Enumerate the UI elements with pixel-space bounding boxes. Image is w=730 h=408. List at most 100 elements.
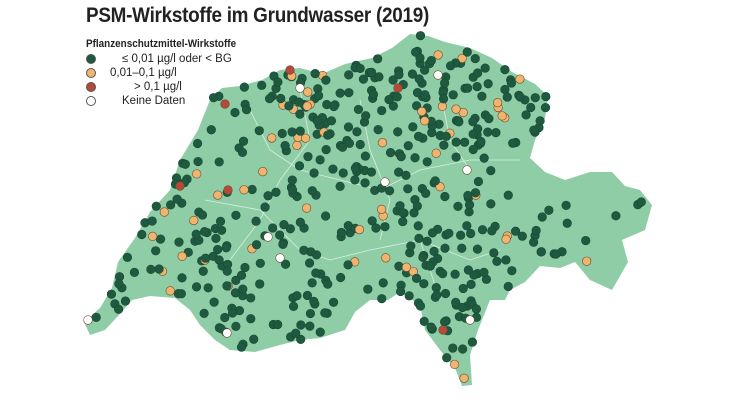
dot-low [335, 181, 345, 191]
dot-low [321, 211, 331, 221]
dot-low [503, 190, 513, 200]
dot-low [214, 157, 224, 167]
dot-low [457, 302, 468, 313]
dot-medium [189, 215, 199, 226]
dot-low [530, 93, 540, 103]
dot-low [414, 74, 424, 84]
dot-low [467, 337, 478, 347]
dot-low [329, 101, 339, 112]
dot-low [255, 258, 265, 268]
dot-medium [420, 116, 430, 126]
dot-low [305, 308, 316, 319]
dot-low [472, 244, 483, 254]
dot-no-data [295, 83, 305, 93]
dot-medium [497, 111, 507, 121]
dot-low [477, 91, 487, 101]
dot-low [288, 301, 299, 311]
dot-low [120, 296, 131, 306]
dot-low [500, 65, 510, 75]
dot-low [451, 152, 461, 162]
dot-low [384, 186, 395, 196]
dot-no-data [263, 232, 273, 242]
dot-medium [192, 169, 202, 179]
dot-low [353, 104, 364, 115]
dot-low [246, 314, 256, 324]
dot-low [480, 63, 490, 73]
dot-low [174, 237, 184, 247]
dot-low [415, 53, 425, 63]
dot-low [448, 343, 458, 353]
dot-low [380, 222, 390, 232]
dot-medium [381, 253, 391, 263]
dot-medium [449, 359, 460, 370]
dot-low [535, 116, 545, 126]
dot-low [373, 125, 383, 135]
dot-low [287, 127, 297, 137]
dot-low [487, 226, 497, 236]
dot-low [307, 278, 317, 288]
dot-low [337, 142, 348, 152]
dot-low [470, 188, 481, 198]
dot-low [328, 164, 338, 174]
dot-low [412, 87, 423, 98]
dot-low [209, 297, 219, 307]
legend: Pflanzenschutzmittel-Wirkstoffe ≤ 0,01 µ… [86, 38, 253, 108]
dot-low [377, 294, 387, 304]
dot-high [223, 185, 233, 195]
dot-low [278, 239, 288, 249]
dot-no-data [380, 177, 390, 187]
dot-low [276, 93, 286, 104]
dot-low [366, 167, 377, 177]
dot-low [422, 236, 432, 246]
dot-low [466, 279, 476, 289]
dot-low [406, 241, 416, 251]
dot-low [147, 216, 157, 226]
dot-low [151, 201, 161, 211]
dot-low [486, 166, 496, 176]
dot-low [415, 301, 426, 311]
dot-low [114, 304, 124, 314]
dot-low [479, 153, 489, 163]
dot-low [526, 102, 536, 113]
dot-low [321, 75, 331, 85]
dot-low [414, 233, 424, 243]
dot-low [413, 131, 424, 141]
dot-low [506, 78, 516, 88]
dot-low [307, 186, 317, 196]
dot-low [438, 269, 448, 279]
dot-low [180, 159, 190, 169]
dot-low [227, 308, 238, 318]
dot-low [463, 190, 473, 201]
dot-low [350, 175, 360, 185]
dot-medium [267, 133, 277, 143]
dot-low [484, 114, 494, 124]
dot-low [166, 200, 176, 210]
dot-medium [239, 185, 249, 195]
dot-low [177, 273, 187, 283]
dot-low [350, 163, 361, 173]
dot-low [486, 199, 496, 209]
dot-low [468, 117, 478, 127]
dot-low [440, 317, 450, 327]
dot-low [388, 101, 398, 111]
dot-low [551, 249, 561, 259]
dot-low [263, 191, 273, 201]
dot-low [373, 54, 383, 64]
dot-low [193, 156, 203, 167]
legend-title: Pflanzenschutzmittel-Wirkstoffe [86, 38, 237, 50]
dot-low [393, 127, 403, 137]
dot-medium [302, 101, 312, 111]
dot-low [422, 157, 432, 167]
dot-low [388, 75, 398, 85]
dot-low [231, 210, 241, 220]
dot-low [287, 185, 298, 195]
dot-low [151, 246, 161, 256]
dot-low [299, 245, 309, 255]
dot-low [260, 202, 270, 212]
dot-low [279, 220, 289, 230]
dot-low [363, 284, 373, 294]
dot-low [420, 65, 430, 75]
dot-low [427, 228, 438, 238]
dot-low [295, 109, 305, 119]
dot-low [239, 82, 249, 92]
